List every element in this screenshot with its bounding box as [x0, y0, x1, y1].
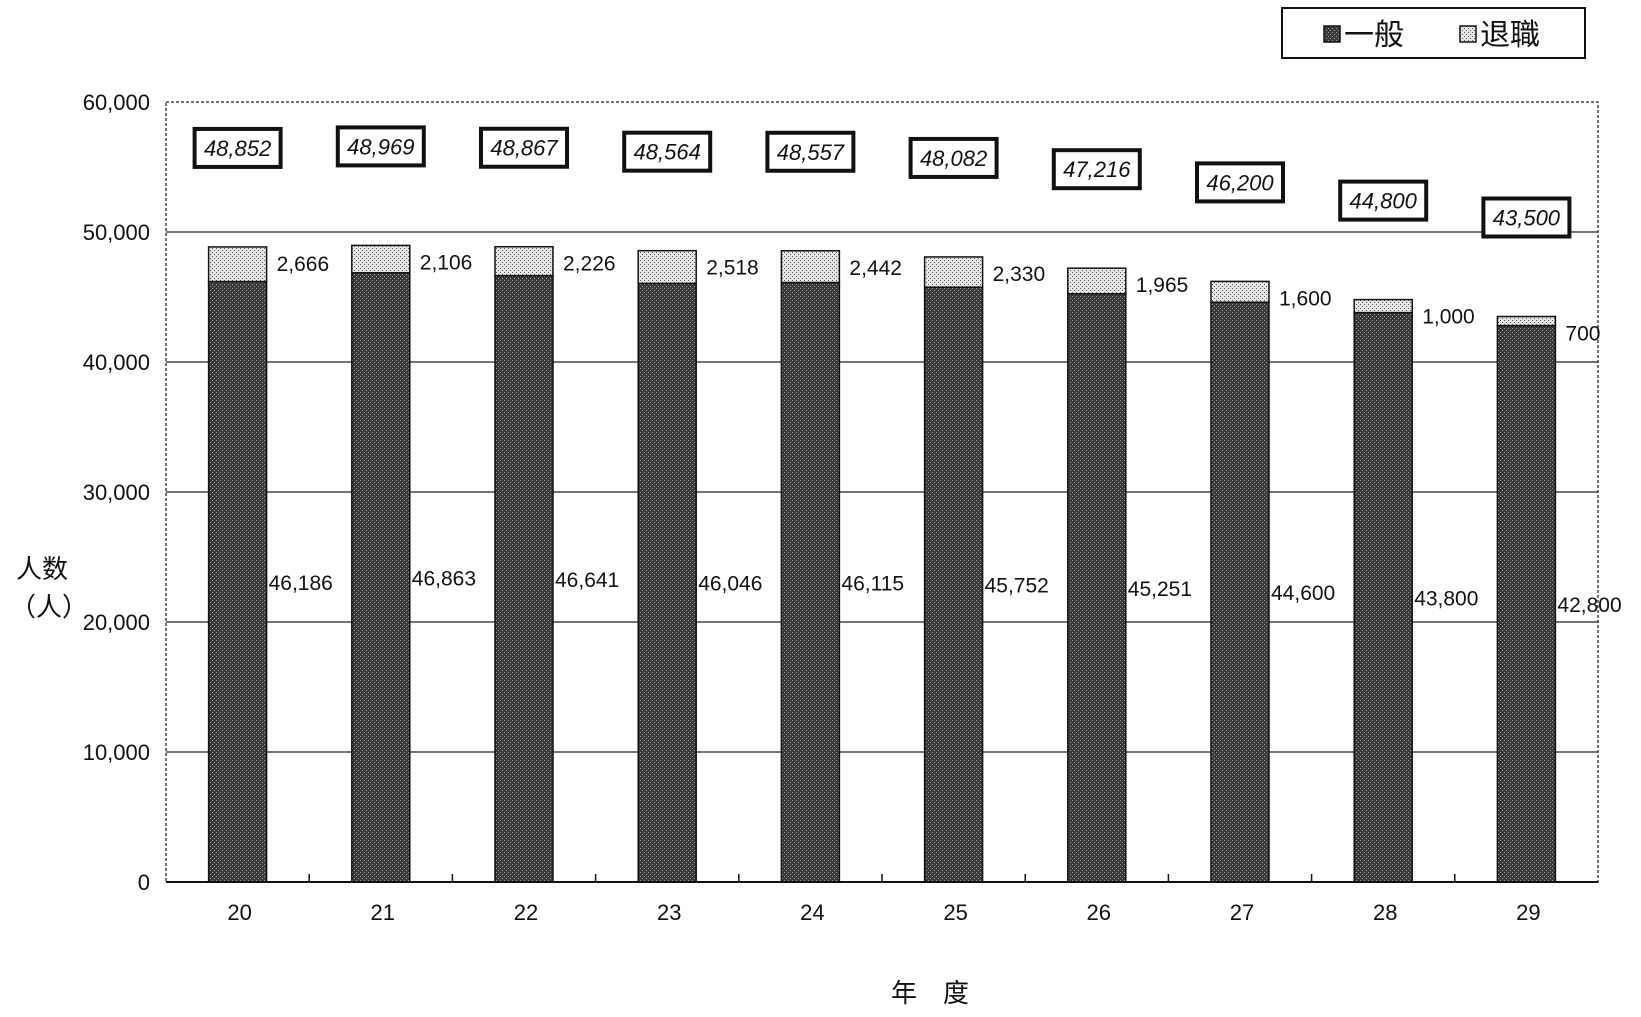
- total-label: 48,852: [204, 136, 271, 161]
- y-tick-label: 10,000: [83, 740, 150, 765]
- total-label-box: [1338, 179, 1429, 222]
- bar-general: [207, 280, 268, 883]
- total-label-box: [479, 126, 569, 169]
- total-label: 48,082: [920, 146, 987, 171]
- y-tick-label: 30,000: [83, 480, 150, 505]
- y-tick-label: 0: [138, 870, 150, 895]
- data-label-retired: 2,666: [277, 253, 330, 276]
- bar-general: [351, 272, 411, 883]
- data-label-general: 46,046: [698, 573, 762, 596]
- data-label-general: 46,115: [841, 572, 904, 595]
- data-label-retired: 1,000: [1422, 306, 1475, 329]
- bar-general: [1353, 311, 1413, 883]
- x-tick-label: 28: [1373, 900, 1397, 925]
- bar-retired: [780, 250, 841, 284]
- total-label: 43,500: [1493, 206, 1561, 231]
- total-label: 48,557: [777, 140, 845, 165]
- data-label-retired: 700: [1565, 323, 1600, 346]
- y-tick-label: 60,000: [83, 90, 150, 115]
- x-tick-label: 25: [943, 900, 967, 925]
- x-tick-label: 23: [657, 900, 681, 925]
- x-axis-title: 年 度: [891, 979, 969, 1009]
- bar-retired: [923, 256, 984, 288]
- x-tick-label: 26: [1087, 900, 1111, 925]
- total-label-box: [765, 130, 856, 173]
- data-label-general: 46,863: [412, 567, 476, 590]
- data-label-retired: 2,442: [849, 257, 902, 280]
- legend-label-retired: 退職: [1480, 18, 1540, 53]
- y-tick-label: 40,000: [83, 350, 150, 375]
- data-label-general: 45,752: [985, 575, 1049, 598]
- total-label: 44,800: [1350, 189, 1418, 214]
- y-tick-label: 20,000: [83, 610, 150, 635]
- y-axis-title-line1: 人数: [16, 555, 68, 585]
- bar-retired: [1210, 280, 1270, 303]
- x-tick-label: 22: [514, 900, 538, 925]
- bar-retired: [1353, 298, 1413, 314]
- bar-general: [923, 286, 984, 883]
- total-label-box: [192, 126, 283, 169]
- data-label-general: 45,251: [1128, 578, 1192, 601]
- data-label-general: 46,641: [555, 569, 619, 592]
- legend-label-general: 一般: [1344, 18, 1404, 53]
- total-label: 47,216: [1063, 157, 1131, 182]
- data-label-general: 44,600: [1271, 582, 1335, 605]
- x-tick-label: 29: [1516, 900, 1540, 925]
- data-label-retired: 1,600: [1279, 287, 1332, 310]
- y-tick-label: 50,000: [83, 220, 150, 245]
- data-label-general: 43,800: [1414, 587, 1478, 610]
- total-label-box: [1481, 196, 1572, 239]
- data-label-general: 46,186: [269, 572, 333, 595]
- bar-general: [780, 281, 841, 883]
- data-label-retired: 1,965: [1136, 274, 1189, 297]
- x-tick-label: 21: [371, 900, 395, 925]
- data-label-retired: 2,518: [706, 257, 759, 280]
- legend-swatch-retired: [1459, 25, 1477, 43]
- bar-general: [494, 274, 554, 883]
- total-label-box: [1195, 161, 1285, 204]
- bar-general: [1067, 292, 1127, 883]
- total-label-box: [622, 130, 713, 173]
- total-label-box: [335, 125, 426, 168]
- x-tick-label: 20: [227, 900, 251, 925]
- x-tick-label: 24: [800, 900, 824, 925]
- data-label-retired: 2,330: [993, 263, 1046, 286]
- bar-general: [1496, 324, 1557, 883]
- bar-retired: [494, 245, 554, 277]
- total-label-box: [908, 136, 999, 179]
- total-label: 46,200: [1206, 170, 1274, 195]
- bar-retired: [207, 246, 268, 283]
- x-tick-label: 27: [1230, 900, 1254, 925]
- total-label: 48,969: [347, 134, 414, 159]
- data-label-general: 42,800: [1557, 594, 1621, 617]
- data-label-retired: 2,106: [420, 251, 473, 274]
- bar-general: [1210, 301, 1270, 883]
- y-axis-title-line2: （人）: [10, 593, 88, 623]
- bar-retired: [637, 249, 697, 285]
- bar-retired: [351, 244, 411, 274]
- legend-swatch-general: [1323, 25, 1341, 43]
- data-label-retired: 2,226: [563, 253, 616, 276]
- total-label-box: [1051, 148, 1142, 191]
- bar-retired: [1067, 267, 1127, 295]
- legend: 一般 退職: [1281, 7, 1586, 59]
- bar-retired: [1496, 315, 1557, 327]
- bar-general: [637, 282, 697, 883]
- total-label: 48,564: [634, 140, 701, 165]
- total-label: 48,867: [490, 136, 558, 161]
